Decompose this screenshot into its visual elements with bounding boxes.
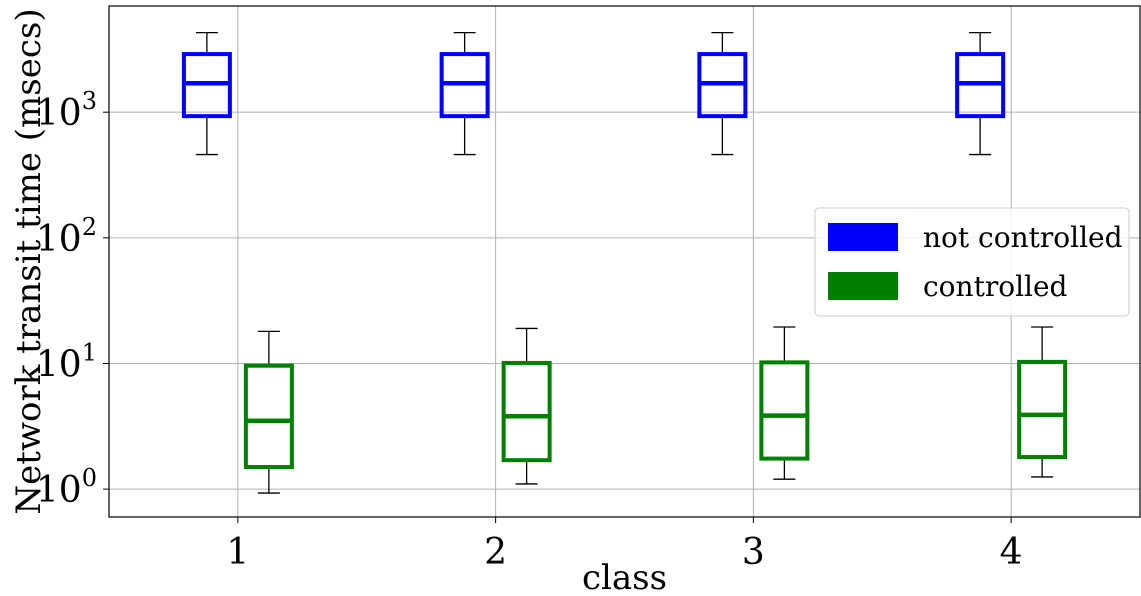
- box-item: [243, 330, 294, 494]
- legend-swatch: [828, 272, 898, 300]
- box-item: [181, 31, 232, 156]
- x-tick-label: 4: [1000, 532, 1023, 573]
- x-tick-label: 1: [226, 532, 249, 573]
- box-iqr: [1017, 359, 1068, 460]
- legend: not controlled controlled: [814, 207, 1130, 317]
- series-controlled: [243, 326, 1068, 494]
- y-axis-label: Network transit time (msecs): [9, 8, 49, 514]
- x-axis-label: class: [582, 558, 667, 596]
- y-tick-label: 101: [36, 338, 97, 385]
- x-tick-label: 2: [484, 532, 507, 573]
- box-iqr: [501, 360, 552, 463]
- series-not-controlled: [181, 31, 1006, 156]
- grid-lines: [109, 6, 1140, 517]
- y-tick-label: 100: [36, 464, 97, 511]
- y-tick-label: 102: [36, 213, 97, 260]
- legend-item: not controlled: [828, 221, 1123, 254]
- box-item: [501, 327, 552, 485]
- plot-area-frame: [108, 5, 1141, 518]
- legend-label: not controlled: [923, 221, 1123, 254]
- box-iqr: [243, 363, 294, 469]
- legend-label: controlled: [923, 270, 1068, 303]
- x-axis-ticks: 1 2 3 4: [226, 517, 1023, 573]
- box-item: [955, 31, 1006, 156]
- box-iqr: [759, 360, 810, 461]
- box-item: [439, 31, 490, 156]
- box-plot-series: [181, 31, 1068, 494]
- y-tick-label: 103: [36, 87, 97, 134]
- legend-swatch: [828, 223, 898, 251]
- box-item: [1017, 326, 1068, 478]
- box-item: [697, 31, 748, 156]
- legend-item: controlled: [828, 270, 1068, 303]
- x-tick-label: 3: [742, 532, 765, 573]
- y-axis-ticks: 100 101 102 103: [36, 87, 109, 511]
- box-item: [759, 326, 810, 480]
